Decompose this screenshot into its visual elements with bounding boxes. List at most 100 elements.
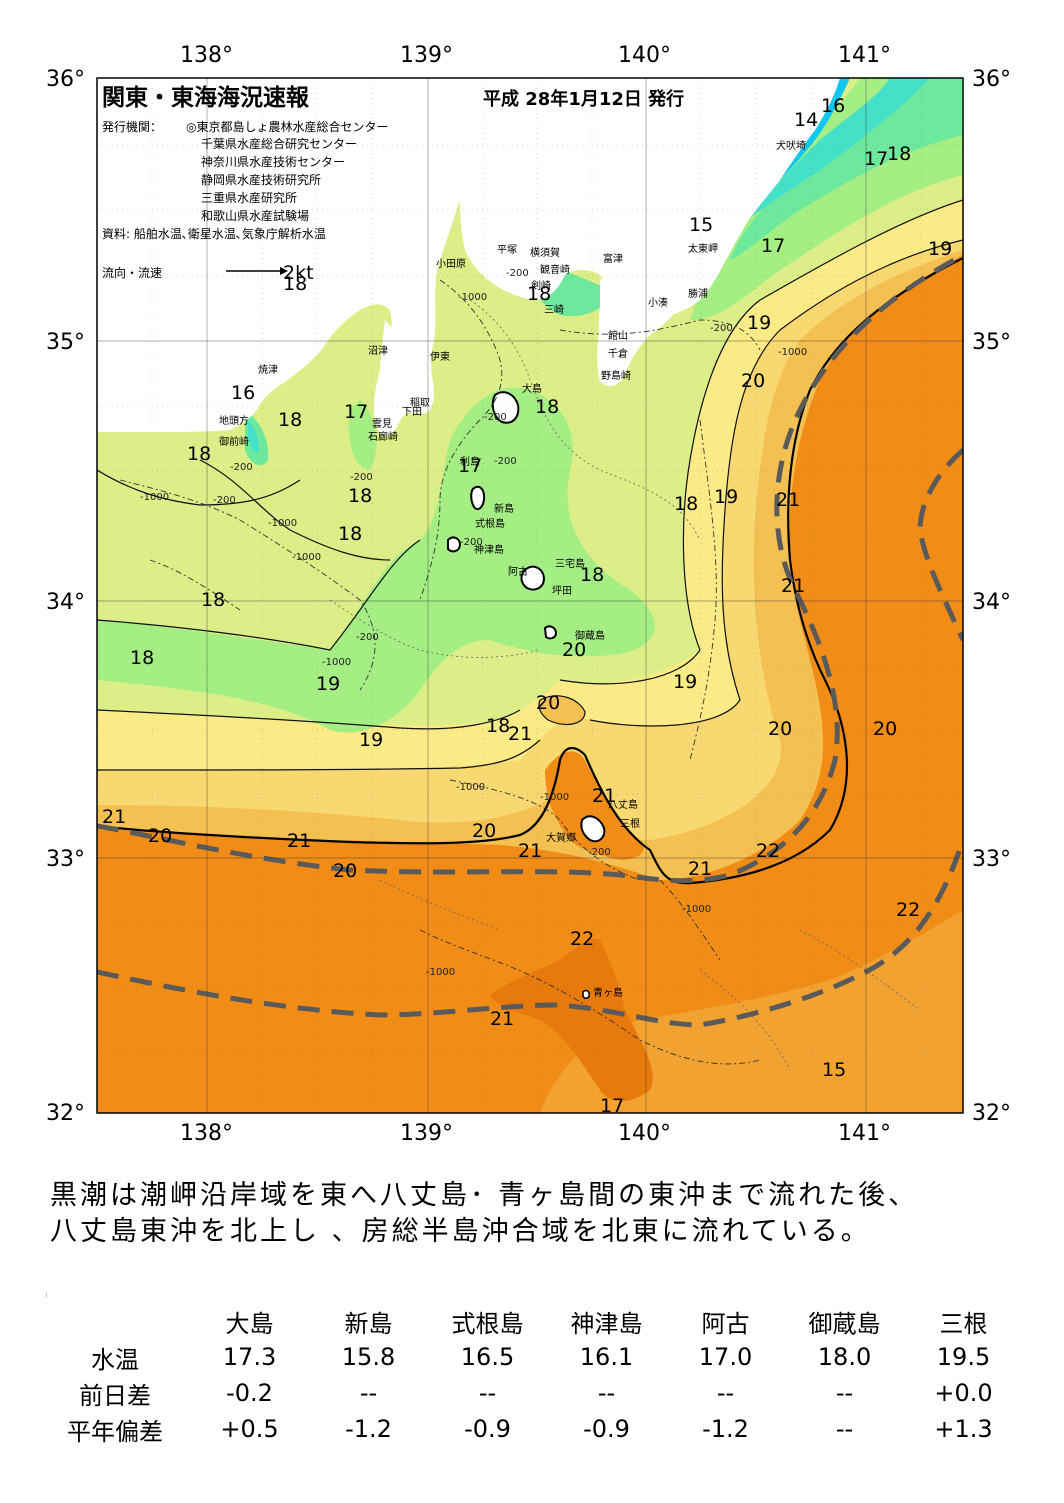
legend-label: 流向・流速 (102, 265, 162, 280)
lon-bottom-140: 140° (618, 1121, 671, 1146)
table-corner (40, 1303, 190, 1339)
iso-label: 20 (873, 718, 897, 740)
iso-label: 17 (864, 148, 888, 170)
isotherm-lines (97, 199, 963, 771)
table-cell: -- (597, 1379, 616, 1407)
table-cell: -1.2 (702, 1415, 749, 1443)
place-miyakejima: 三宅島 (555, 557, 585, 570)
place-numazu: 沼津 (368, 344, 388, 357)
depth-label: -1000 (458, 292, 487, 303)
col-header: 三根 (939, 1309, 988, 1338)
legend-arrow-head (280, 267, 288, 275)
iso-label: 21 (592, 785, 616, 807)
land-tokai (97, 78, 475, 436)
place-inubosaki: 犬吠埼 (776, 139, 806, 152)
land-kanto (460, 78, 800, 386)
table-cell: +1.3 (934, 1415, 993, 1443)
place-odawara: 小田原 (436, 258, 466, 270)
table-row: 水温 17.3 15.8 16.5 16.1 17.0 18.0 19.5 (40, 1339, 1023, 1375)
depth-label: -200 (494, 456, 517, 467)
iso-label: 21 (518, 840, 542, 862)
place-jitogata: 地頭方 (219, 414, 249, 427)
iso-label: 16 (821, 95, 845, 117)
iso-label: 17 (600, 1095, 624, 1117)
current-summary: 黒潮は潮岬沿岸域を東へ八丈島･ 青ヶ島間の東沖まで流れた後、 八丈島東沖を北上し… (50, 1178, 1030, 1250)
depth-contours (119, 279, 761, 1065)
depth-label: -1000 (456, 782, 485, 793)
iso-label: 21 (490, 1008, 514, 1030)
place-misaki: 三崎 (544, 303, 564, 316)
iso-label: 15 (822, 1059, 846, 1081)
table-cell: 19.5 (936, 1343, 991, 1371)
publisher-5: 三重県水産研究所 (201, 190, 297, 205)
lon-top-141: 141° (838, 43, 891, 68)
place-kominato: 小湊 (648, 296, 668, 309)
lat-right-34: 34° (972, 590, 1011, 615)
table-cell: -0.2 (226, 1379, 273, 1407)
land-boso (598, 78, 840, 382)
issue-date: 平成 28年1月12日 発行 (483, 88, 684, 110)
depth-label: -1000 (426, 967, 455, 978)
lon-top-140: 140° (618, 43, 671, 68)
iso-label: 21 (102, 806, 126, 828)
place-kannonzaki: 観音崎 (540, 263, 570, 276)
iso-label: 18 (674, 493, 698, 515)
table-cell: 17.0 (698, 1343, 753, 1371)
iso-label: 20 (148, 825, 172, 847)
data-source: 資料: 船舶水温､衛星水温､気象庁解析水温 (102, 226, 326, 241)
table-cell: -0.9 (583, 1415, 630, 1443)
kuroshio-axis (97, 252, 963, 1028)
iso-label: 20 (333, 860, 357, 882)
lat-right-36: 36° (972, 67, 1011, 92)
depth-label: -1000 (322, 657, 351, 668)
table-cell: -- (835, 1415, 854, 1443)
axis-labels: 138° 139° 140° 141° 138° 139° 140° 141° … (46, 43, 1011, 1146)
iso-label: 22 (896, 899, 920, 921)
place-nojimazaki: 野島崎 (601, 369, 631, 382)
table-cell: -1.2 (345, 1415, 392, 1443)
zone-22-core (490, 938, 653, 1102)
land-miyakejima (520, 565, 546, 591)
map-header: 関東・東海海況速報 平成 28年1月12日 発行 発行機関： ◎東京都島しょ農林… (102, 84, 684, 295)
lon-top-138: 138° (180, 43, 233, 68)
table-cell: -0.9 (464, 1415, 511, 1443)
place-kumomi: 雲見 (372, 418, 392, 430)
lat-left-35: 35° (46, 330, 85, 355)
iso-label: 21 (688, 858, 712, 880)
table-cell: -- (716, 1379, 735, 1407)
iso-label: 20 (768, 718, 792, 740)
zone-21 (97, 78, 963, 1113)
depth-label: -1000 (292, 552, 321, 563)
sea-temperature-map (97, 78, 963, 1113)
water-temperature-table: 大島 新島 式根島 神津島 阿古 御蔵島 三根 水温 17.3 15.8 16.… (40, 1303, 1023, 1447)
land-mikurajima (543, 625, 558, 640)
col-header: 新島 (344, 1309, 393, 1338)
col-header: 阿古 (701, 1309, 750, 1338)
zone-15-ne (740, 78, 930, 225)
place-yaizu: 焼津 (258, 364, 278, 376)
iso-label: 18 (887, 143, 911, 165)
lat-right-32: 32° (972, 1101, 1011, 1126)
depth-label: -1000 (778, 347, 807, 358)
publisher-label: 発行機関： (102, 119, 162, 134)
iso-label: 14 (794, 109, 818, 131)
place-tsubota: 坪田 (552, 584, 572, 597)
iso-label: 18 (338, 523, 362, 545)
table-cell: +0.0 (934, 1379, 993, 1407)
iso-label: 19 (747, 312, 771, 334)
iso-label: 20 (562, 639, 586, 661)
place-niijima: 新島 (494, 502, 514, 515)
place-inatori: 稲取 (410, 397, 430, 409)
lat-left-33: 33° (46, 847, 85, 872)
depth-label: -1000 (682, 904, 711, 915)
place-mikurajima: 御蔵島 (575, 629, 605, 642)
isotherm-labels: 16 14 17 18 15 17 19 19 20 16 18 17 18 1… (102, 95, 952, 1117)
col-header: 式根島 (451, 1309, 524, 1338)
land-aogashima (582, 989, 590, 999)
lat-left-36: 36° (46, 67, 85, 92)
place-shimoda: 下田 (402, 407, 422, 418)
place-yokosuka: 横須賀 (530, 246, 560, 259)
table-cell: 15.8 (341, 1343, 396, 1371)
place-kozushima: 神津島 (474, 543, 504, 556)
depth-label: -1000 (268, 518, 297, 529)
